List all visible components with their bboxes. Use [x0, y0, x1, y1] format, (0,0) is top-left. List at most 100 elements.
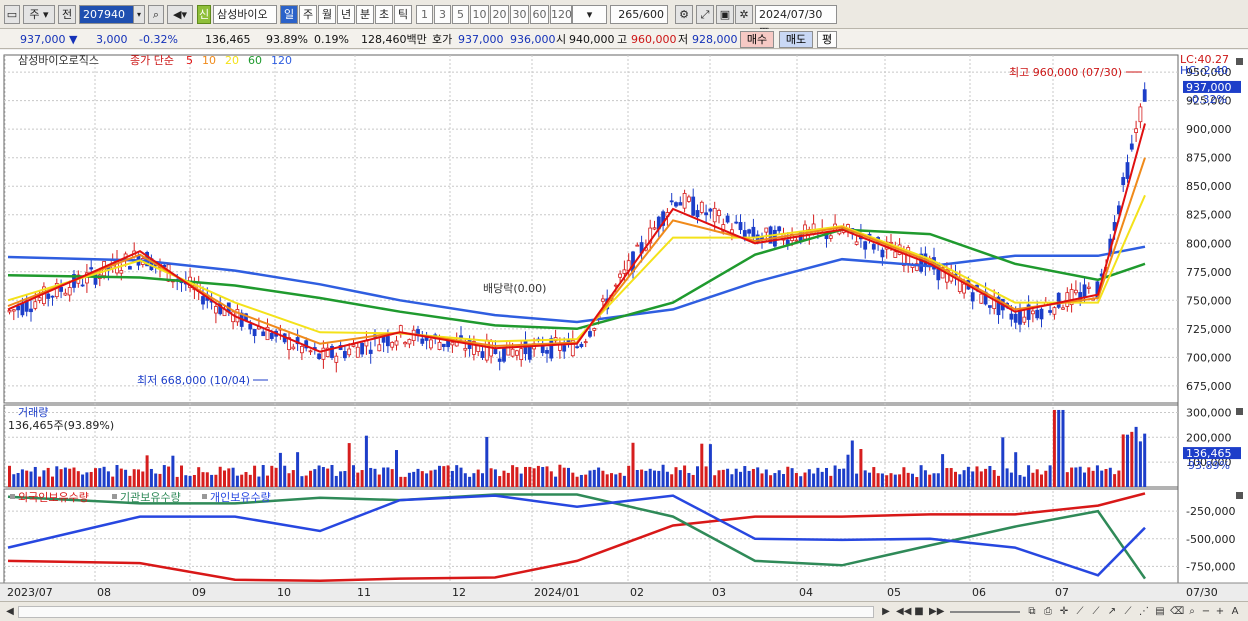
layers-icon[interactable]: ▤ [1155, 606, 1165, 617]
stock-name-field[interactable]: 삼성바이오 [213, 5, 277, 24]
candle-body [11, 309, 16, 312]
turnover-pct: 0.19% [314, 33, 349, 46]
x-axis-strip [0, 583, 1248, 601]
zoom-in-icon[interactable]: + [1215, 606, 1225, 617]
period-tab-0[interactable]: 일 [280, 5, 298, 24]
interval-tab-5[interactable]: 5 [452, 5, 469, 24]
gear-icon[interactable]: ✲ [735, 5, 753, 24]
volume-bar [1005, 468, 1009, 487]
zoom-out-icon[interactable]: − [1201, 606, 1211, 617]
menu-icon[interactable]: ▭ [4, 5, 20, 24]
draw-icon[interactable]: ⟋ [1076, 606, 1084, 617]
period-tab-1[interactable]: 주 [299, 5, 317, 24]
save-icon[interactable]: ▣ [716, 5, 734, 24]
volume-bar [936, 473, 940, 487]
date-input[interactable]: 2024/07/30 ▦ [755, 5, 837, 38]
candle-body [549, 338, 554, 359]
interval-tab-1[interactable]: 1 [416, 5, 433, 24]
copy-icon[interactable]: ⧉ [1028, 606, 1036, 617]
line-icon[interactable]: ⟋ [1124, 606, 1132, 617]
volume-bar [438, 465, 441, 487]
volume-bar [988, 465, 992, 487]
bar-count-field[interactable]: 265/600 [610, 5, 668, 24]
volume-bar [575, 476, 579, 487]
zoom-icon[interactable]: ⤢ [696, 5, 714, 24]
chart-area[interactable]: 950,000 925,000 900,000 875,000 850,000 825,0… [0, 50, 1248, 601]
rewind-icon[interactable]: ◀◀ [896, 606, 912, 617]
candle-body [970, 292, 975, 302]
zoom-slider[interactable] [950, 611, 1020, 613]
volume-bar [106, 471, 110, 487]
volume-bar [837, 468, 841, 487]
speaker-icon[interactable]: ◀▾ [167, 5, 193, 24]
volume-bar [536, 465, 540, 487]
candle-body [416, 329, 420, 335]
chart-svg[interactable]: 950,000 925,000 900,000 875,000 850,000 825,0… [0, 50, 1248, 601]
volume-bar [665, 471, 669, 487]
market-select[interactable]: 주 ▾ [23, 5, 55, 24]
volume-bar [678, 470, 682, 487]
candle-body [1138, 106, 1143, 123]
stop-icon[interactable]: ■ [914, 606, 924, 617]
interval-tab-30[interactable]: 30 [510, 5, 529, 24]
candle-body [880, 249, 885, 258]
interval-dropdown[interactable]: ▾ [572, 5, 607, 24]
ma-legend-120: 120 [271, 54, 292, 67]
volume-bar [1087, 467, 1091, 487]
prev-button[interactable]: 전 [58, 5, 76, 24]
interval-tab-120[interactable]: 120 [550, 5, 572, 24]
volume-badge: 136,465 [1186, 447, 1232, 460]
ma-legend-5: 5 [186, 54, 193, 67]
interval-tab-60[interactable]: 60 [530, 5, 549, 24]
fibo-icon[interactable]: ⋰ [1139, 606, 1149, 617]
scroll-right-icon[interactable]: ▶ [882, 606, 890, 617]
crosshair-icon[interactable]: ✛ [1059, 606, 1069, 617]
scroll-left-icon[interactable]: ◀ [6, 606, 14, 617]
volume-bar [442, 466, 446, 487]
volume-bar [137, 469, 140, 487]
arrow-icon[interactable]: ↗ [1107, 606, 1117, 617]
forward-icon[interactable]: ▶▶ [929, 606, 945, 617]
print-icon[interactable]: ⎙ [1044, 606, 1052, 617]
search-zoom-icon[interactable]: ⌕ [1189, 606, 1195, 617]
scrollbar-track[interactable] [18, 606, 874, 618]
interval-tab-10[interactable]: 10 [470, 5, 489, 24]
code-dropdown-icon[interactable]: ▾ [133, 5, 145, 24]
interval-tab-20[interactable]: 20 [490, 5, 509, 24]
price-y-tick: 825,000 [1186, 209, 1232, 222]
volume-bar [859, 449, 863, 487]
volume-bar [756, 467, 760, 487]
holdings-y-tick: -250,000 [1186, 505, 1235, 518]
stock-code-input[interactable]: 207940 [79, 5, 145, 24]
period-tab-4[interactable]: 분 [356, 5, 374, 24]
buy-button[interactable]: 매수 [740, 31, 774, 48]
chart-settings-icon[interactable]: ⚙ [675, 5, 693, 24]
search-icon[interactable]: ⌕ [148, 5, 164, 24]
extra-button[interactable]: 평 [817, 31, 837, 48]
volume-bar [1052, 409, 1056, 487]
trend-icon[interactable]: ⟋ [1092, 606, 1100, 617]
new-badge: 신 [197, 5, 211, 24]
period-tab-3[interactable]: 년 [337, 5, 355, 24]
volume-bar [1100, 470, 1104, 487]
x-axis-label: 08 [97, 586, 111, 599]
period-tab-2[interactable]: 월 [318, 5, 336, 24]
sell-button[interactable]: 매도 [779, 31, 813, 48]
candle-body [674, 202, 678, 207]
volume-bar [489, 468, 493, 487]
volume-bar [829, 475, 833, 487]
low-annotation: 최저 668,000 (10/04) [137, 374, 250, 387]
volume-badge-bg [1183, 447, 1241, 460]
period-tab-6[interactable]: 틱 [394, 5, 412, 24]
font-icon[interactable]: A [1231, 606, 1239, 617]
volume-bar [640, 469, 644, 487]
volume-bar [352, 465, 355, 487]
holdings-legend-marker [112, 494, 117, 499]
candle-body [334, 355, 339, 363]
erase-icon[interactable]: ⌫ [1170, 606, 1185, 617]
period-tab-5[interactable]: 초 [375, 5, 393, 24]
volume-value-label: 136,465주(93.89%) [8, 419, 114, 432]
candle-body [695, 210, 700, 218]
volume-bar [51, 476, 54, 487]
interval-tab-3[interactable]: 3 [434, 5, 451, 24]
